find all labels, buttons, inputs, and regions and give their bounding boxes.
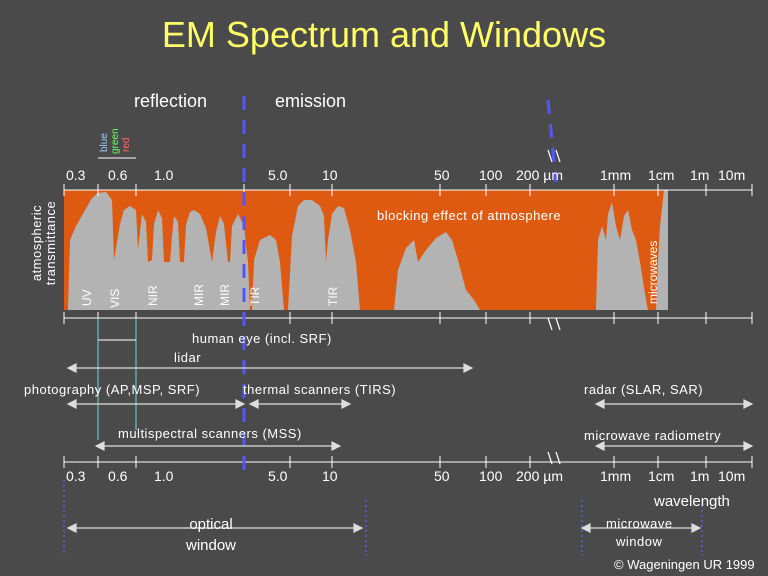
human-eye-label: human eye (incl. SRF): [192, 331, 332, 346]
bottom-tick-1mm: 1mm: [600, 468, 632, 484]
thermal-scanners-label: thermal scanners (TIRS): [243, 382, 397, 397]
y-axis-label: atmospheric transmittance: [29, 200, 58, 286]
bottom-tick-100: 100: [479, 468, 503, 484]
bottom-tick-5.0: 5.0: [268, 468, 288, 484]
top-tick-10: 10: [322, 167, 338, 183]
red-label: red: [121, 137, 132, 152]
bottom-tick-1m: 1m: [690, 468, 710, 484]
bottom-tick-1cm: 1cm: [648, 468, 675, 484]
bottom-tick-10: 10: [322, 468, 338, 484]
optical-window-label-line1: optical: [189, 516, 233, 533]
band-nir: NIR: [146, 285, 160, 306]
microwave-window-label-line2: window: [616, 534, 663, 549]
top-tick-1cm: 1cm: [648, 167, 675, 183]
lidar-label: lidar: [174, 350, 202, 365]
microwave-radiometry-label: microwave radiometry: [584, 428, 722, 443]
blue-label: blue: [99, 133, 110, 152]
band-microwaves: microwaves: [646, 240, 660, 304]
top-tick-10m: 10m: [718, 167, 746, 183]
top-tick-200um: 200 µm: [516, 167, 563, 183]
top-tick-1m: 1m: [690, 167, 710, 183]
band-tir-1: TIR: [248, 286, 262, 306]
radar-label: radar (SLAR, SAR): [584, 382, 704, 397]
transmission-windows: [68, 190, 668, 310]
wavelength-label: wavelength: [654, 493, 730, 510]
page-title: EM Spectrum and Windows: [161, 14, 607, 55]
mss-label: multispectral scanners (MSS): [118, 426, 302, 441]
blocking-label-bg: [372, 203, 594, 228]
emission-header: emission: [275, 91, 347, 111]
bottom-tick-0.3: 0.3: [66, 468, 86, 484]
band-mir-2: MIR: [218, 284, 232, 306]
top-tick-1mm: 1mm: [600, 167, 632, 183]
blocking-effect-label: blocking effect of atmosphere: [377, 208, 562, 223]
band-mir-1: MIR: [192, 284, 206, 306]
band-tir-2: TIR: [326, 286, 340, 306]
top-tick-100: 100: [479, 167, 503, 183]
bottom-tick-1.0: 1.0: [154, 468, 174, 484]
top-tick-5.0: 5.0: [268, 167, 288, 183]
top-tick-0.3: 0.3: [66, 167, 86, 183]
optical-window-label-line2: window: [185, 537, 237, 554]
bottom-tick-200um: 200 µm: [516, 468, 563, 484]
top-tick-50: 50: [434, 167, 450, 183]
band-vis: VIS: [108, 288, 122, 308]
green-label: green: [110, 128, 121, 154]
bottom-tick-0.6: 0.6: [108, 468, 128, 484]
microwave-divider: [546, 99, 558, 183]
top-tick-1.0: 1.0: [154, 167, 174, 183]
bottom-tick-50: 50: [434, 468, 450, 484]
copyright: © Wageningen UR 1999: [614, 557, 755, 572]
top-tick-0.6: 0.6: [108, 167, 128, 183]
microwave-window-label-line1: microwave: [606, 516, 673, 531]
reflection-header: reflection: [134, 91, 208, 111]
photography-label: photography (AP,MSP, SRF): [24, 382, 201, 397]
bottom-tick-10m: 10m: [718, 468, 746, 484]
band-uv: UV: [80, 289, 94, 306]
